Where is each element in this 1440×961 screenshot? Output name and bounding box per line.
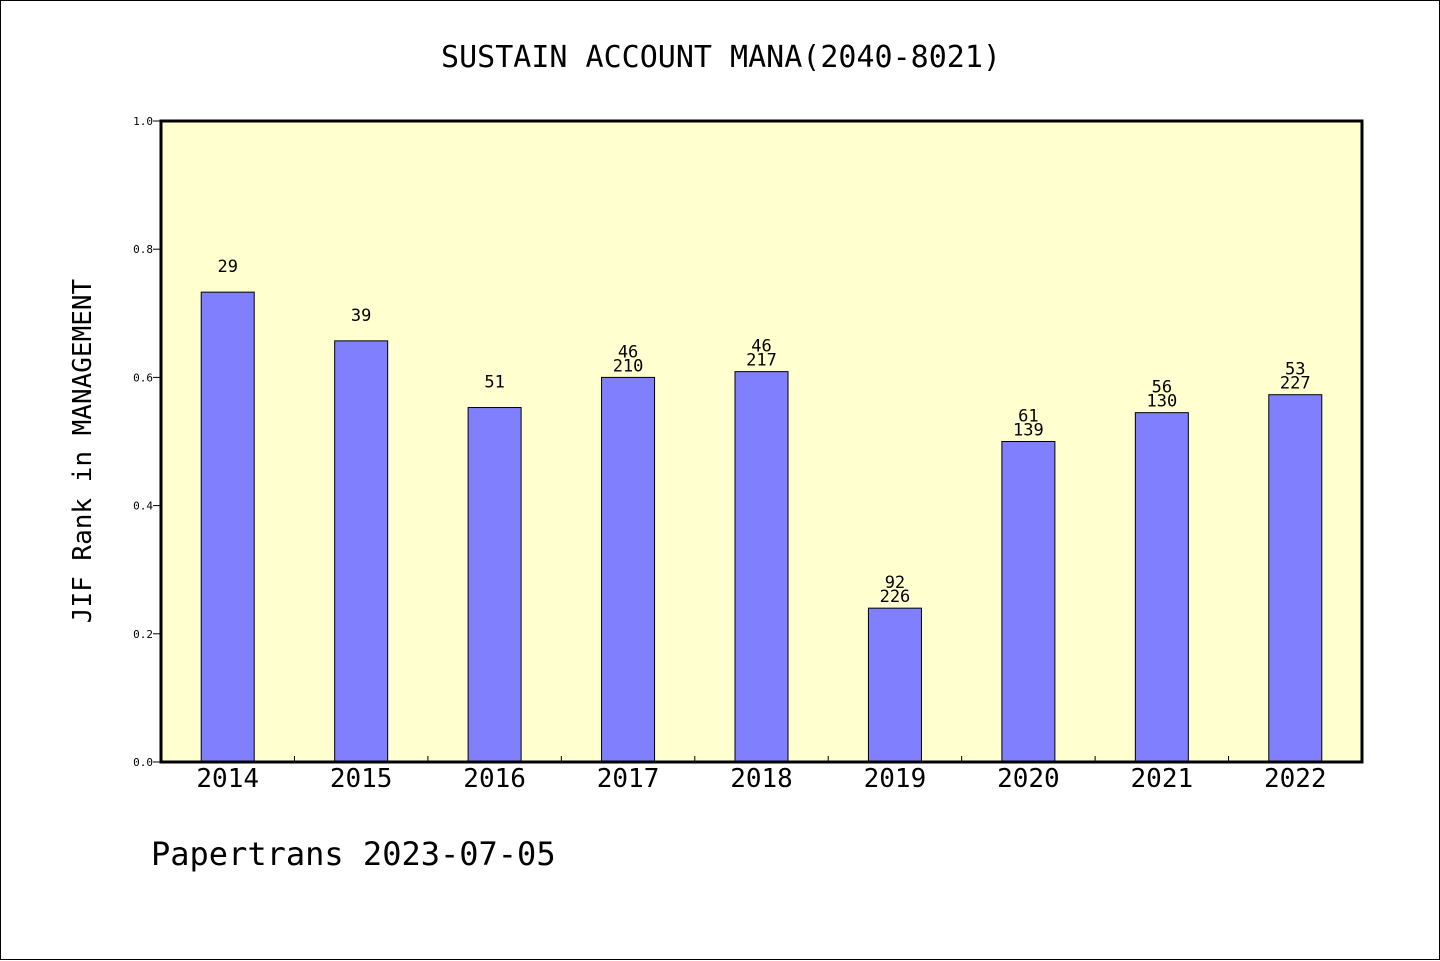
chart-title: SUSTAIN ACCOUNT MANA(2040-8021)	[441, 40, 1001, 75]
x-tick-label: 2016	[463, 764, 526, 794]
bar-rank-label: 53	[1285, 360, 1305, 380]
x-tick-label: 2015	[330, 764, 393, 794]
y-axis-label: JIF Rank in MANAGEMENT	[68, 278, 98, 623]
bar-total-label: 227	[1280, 374, 1311, 394]
bar-rank-label: 29	[217, 257, 237, 277]
y-axis: 0.0 0.2 0.4 0.6 0.8 1.0	[133, 115, 161, 769]
x-axis: 2014 2015 2016 2017 2018 2019 2020 2021 2022	[196, 756, 1327, 794]
x-tick-label: 2017	[597, 764, 660, 794]
x-tick-label: 2022	[1264, 764, 1327, 794]
bar-rank-label: 46	[751, 337, 771, 357]
y-tick-label: 0.6	[133, 371, 153, 384]
bar-total-label: 217	[746, 351, 777, 371]
bar	[1268, 394, 1323, 763]
bar-rank-label: 46	[618, 342, 638, 362]
bar	[734, 371, 789, 763]
bar-total-label: 130	[1146, 392, 1177, 412]
bar-rank-label: 39	[351, 306, 371, 326]
x-tick-label: 2014	[196, 764, 259, 794]
bar	[1134, 412, 1189, 763]
bar-total-label: 226	[880, 587, 911, 607]
x-tick-label: 2020	[997, 764, 1060, 794]
bar-rank-label: 61	[1018, 407, 1038, 427]
y-tick-label: 0.2	[133, 628, 153, 641]
y-tick-label: 0.8	[133, 243, 153, 256]
bar	[1001, 441, 1056, 763]
y-tick-label: 1.0	[133, 115, 153, 128]
bar-rank-label: 56	[1152, 378, 1172, 398]
bar-total-label: 139	[1013, 421, 1044, 441]
x-tick-label: 2019	[864, 764, 927, 794]
x-tick-label: 2018	[730, 764, 793, 794]
x-tick-label: 2021	[1131, 764, 1194, 794]
bar-rank-label: 51	[484, 373, 504, 393]
bar	[467, 407, 522, 763]
plot-border	[159, 119, 1364, 764]
footer-stamp: Papertrans 2023-07-05	[151, 835, 556, 873]
bar	[601, 376, 656, 763]
bars-group	[200, 291, 1323, 763]
y-tick-label: 0.4	[133, 500, 153, 513]
y-tick-label: 0.0	[133, 756, 153, 769]
bar	[334, 340, 389, 763]
bar-total-label: 210	[613, 356, 644, 376]
bar	[867, 607, 922, 763]
bar	[200, 291, 255, 763]
bar-rank-label: 92	[885, 573, 905, 593]
